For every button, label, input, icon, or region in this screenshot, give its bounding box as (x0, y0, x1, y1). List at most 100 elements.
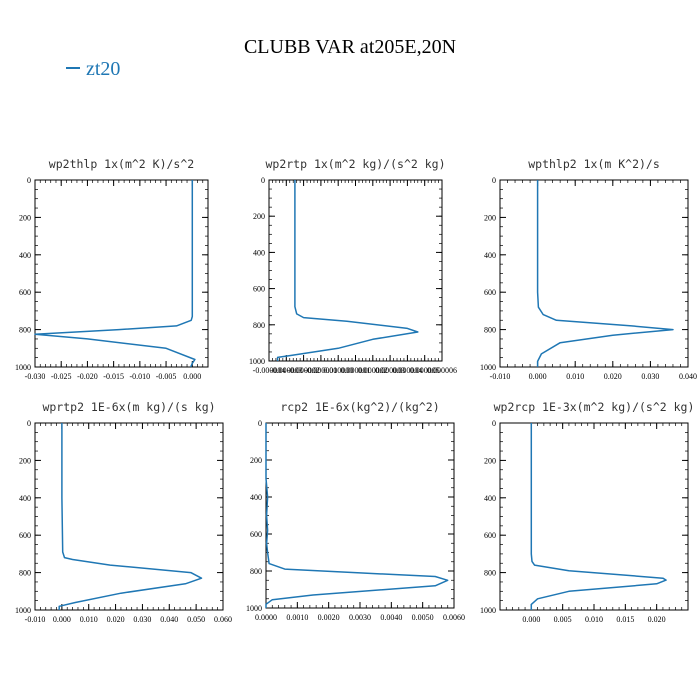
x-tick-label: -0.030 (25, 372, 46, 381)
x-tick-label: 0.000001 (341, 366, 371, 375)
x-tick-label: -0.020 (77, 372, 98, 381)
chart-panel-4: wprtp2 1E-6x(m kg)/(s kg) 0 200 400 600 800 10… (15, 400, 232, 624)
x-tick-label: 0.010 (585, 615, 603, 624)
x-tick-label: 0.030 (133, 615, 151, 624)
panel-title: rcp2 1E-6x(kg^2)/(kg^2) (280, 400, 439, 414)
legend: zt20 (66, 58, 120, 81)
chart-panel-5: rcp2 1E-6x(kg^2)/(kg^2) 0 200 400 600 800 1000… (246, 400, 465, 622)
y-tick-label: 600 (19, 531, 31, 540)
x-tick-label: 0.010 (80, 615, 98, 624)
x-tick-label: 0.020 (107, 615, 125, 624)
y-tick-label: 800 (253, 321, 265, 330)
x-tick-label: 0.030 (641, 372, 659, 381)
y-tick-label: 1000 (249, 357, 265, 366)
y-tick-label: 1000 (246, 604, 262, 613)
x-tick-label: -0.000002 (287, 366, 320, 375)
y-tick-label: 0 (261, 176, 265, 185)
y-tick-label: 1000 (15, 363, 31, 372)
plot-frame (265, 422, 455, 609)
series-line-zt20 (265, 423, 449, 608)
x-tick-label: 0.0030 (349, 613, 371, 622)
y-tick-label: 200 (253, 212, 265, 221)
y-tick-label: 800 (484, 569, 496, 578)
x-tick-label: 0.000004 (392, 366, 422, 375)
legend-line-swatch (66, 67, 80, 70)
panel-title: wp2rtp 1x(m^2 kg)/(s^2 kg) (265, 157, 445, 171)
y-tick-label: 200 (250, 456, 262, 465)
x-tick-label: -0.010 (490, 372, 511, 381)
x-tick-label: 0.010 (566, 372, 584, 381)
y-tick-label: 1000 (480, 606, 496, 615)
x-tick-label: 0.020 (648, 615, 666, 624)
plot-frame (499, 179, 689, 368)
x-tick-label: 0.0000 (255, 613, 277, 622)
y-tick-label: 200 (19, 456, 31, 465)
x-tick-label: -0.005 (156, 372, 177, 381)
y-tick-label: 400 (484, 494, 496, 503)
x-tick-label: 0.000006 (427, 366, 457, 375)
x-tick-label: -0.010 (130, 372, 151, 381)
x-tick-label: 0.060 (214, 615, 232, 624)
series-line-zt20 (276, 180, 419, 361)
x-tick-label: 0.000 (183, 372, 201, 381)
y-tick-label: 0 (258, 419, 262, 428)
x-tick-label: 0.000000 (323, 366, 353, 375)
x-tick-label: -0.000001 (305, 366, 338, 375)
y-tick-label: 800 (484, 326, 496, 335)
x-tick-label: 0.015 (616, 615, 634, 624)
y-tick-label: 200 (19, 213, 31, 222)
x-tick-label: -0.015 (103, 372, 124, 381)
panel-title: wprtp2 1E-6x(m kg)/(s kg) (42, 400, 215, 414)
x-tick-label: 0.0020 (318, 613, 340, 622)
x-tick-label: 0.020 (604, 372, 622, 381)
series-line-zt20 (530, 423, 667, 610)
y-tick-label: 400 (253, 248, 265, 257)
y-tick-label: 400 (19, 251, 31, 260)
y-tick-label: 400 (484, 251, 496, 260)
x-tick-label: 0.050 (187, 615, 205, 624)
x-tick-label: 0.0010 (286, 613, 308, 622)
y-tick-label: 0 (27, 419, 31, 428)
x-tick-label: 0.005 (554, 615, 572, 624)
x-tick-label: 0.000 (522, 615, 540, 624)
y-tick-label: 1000 (15, 606, 31, 615)
y-tick-label: 0 (27, 176, 31, 185)
y-tick-label: 0 (492, 419, 496, 428)
panel-title: wp2thlp 1x(m^2 K)/s^2 (49, 157, 194, 171)
y-tick-label: 600 (484, 531, 496, 540)
panel-title: wpthlp2 1x(m K^2)/s (528, 157, 660, 171)
y-tick-label: 0 (492, 176, 496, 185)
x-tick-label: -0.025 (51, 372, 72, 381)
y-tick-label: 400 (250, 493, 262, 502)
x-tick-label: -0.000003 (270, 366, 303, 375)
series-line-zt20 (34, 180, 196, 368)
x-tick-label: -0.010 (25, 615, 46, 624)
plot-frame (34, 422, 224, 611)
plot-frame (34, 179, 209, 368)
panel-title: wp2rcp 1E-3x(m^2 kg)/(s^2 kg) (494, 400, 695, 414)
y-tick-label: 800 (19, 569, 31, 578)
x-tick-label: 0.040 (679, 372, 697, 381)
y-tick-label: 600 (253, 285, 265, 294)
series-line-zt20 (58, 423, 203, 610)
figure-title: CLUBB VAR at205E,20N (243, 36, 457, 58)
x-tick-label: -0.000004 (253, 366, 286, 375)
x-tick-label: 0.000005 (410, 366, 440, 375)
x-tick-label: 0.000003 (375, 366, 405, 375)
y-tick-label: 1000 (480, 363, 496, 372)
chart-panel-2: wp2rtp 1x(m^2 kg)/(s^2 kg)0 200 400 600 800 1… (249, 157, 457, 375)
y-tick-label: 400 (19, 494, 31, 503)
x-tick-label: 0.000 (529, 372, 547, 381)
y-tick-label: 800 (250, 567, 262, 576)
x-tick-label: 0.040 (160, 615, 178, 624)
x-tick-label: 0.0040 (380, 613, 402, 622)
x-tick-label: 0.0050 (412, 613, 434, 622)
y-tick-label: 200 (484, 456, 496, 465)
y-tick-label: 200 (484, 213, 496, 222)
x-tick-label: 0.0060 (443, 613, 465, 622)
y-tick-label: 600 (19, 288, 31, 297)
y-tick-label: 600 (250, 530, 262, 539)
y-tick-label: 800 (19, 326, 31, 335)
x-tick-label: 0.000002 (358, 366, 388, 375)
